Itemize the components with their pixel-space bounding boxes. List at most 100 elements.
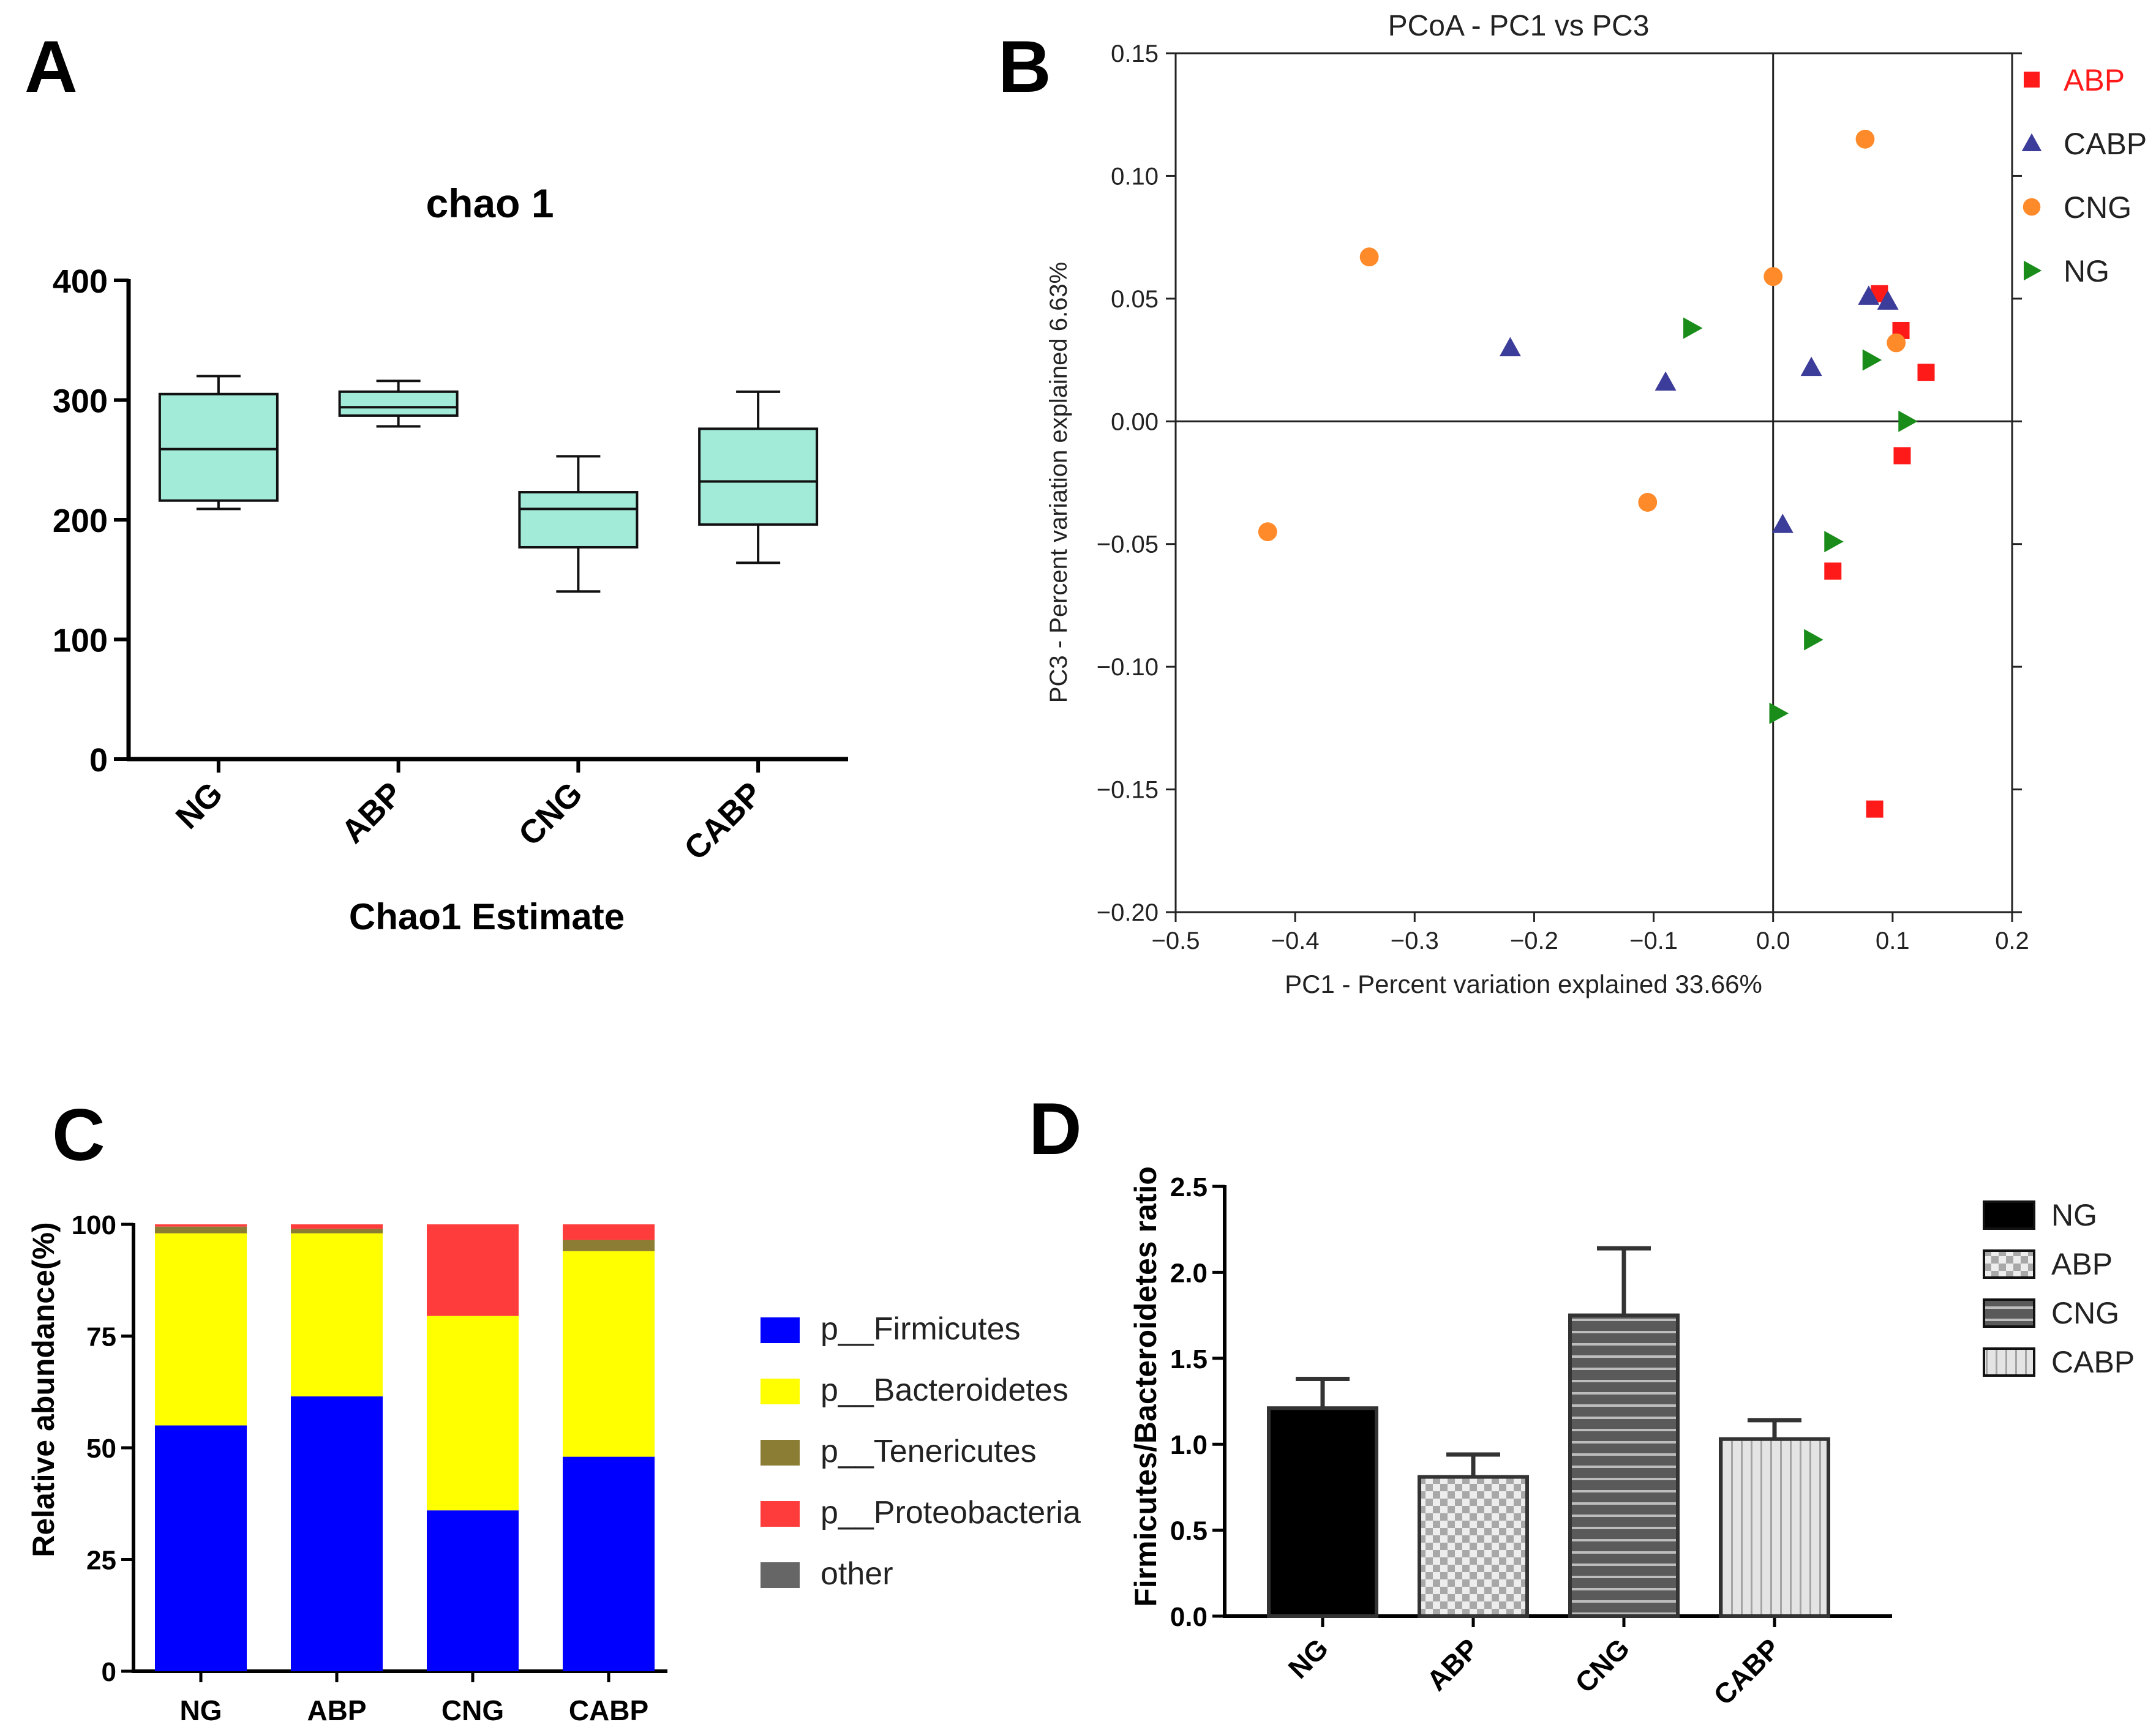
chart-b-legend-marker-ng	[2024, 260, 2042, 281]
chart-d-xtick-label: ABP	[1421, 1632, 1485, 1696]
chart-a-box-ng	[158, 392, 279, 502]
chart-b-point-cng	[1763, 267, 1783, 286]
chart-d-ytick-label: 1.5	[1170, 1344, 1208, 1374]
chart-c-bar-segment-abp	[291, 1224, 383, 1229]
chart-d-xtick-label: CABP	[1707, 1632, 1786, 1711]
chart-d-bar-cabp	[1719, 1437, 1830, 1618]
chart-b-ytick-label: −0.15	[1097, 777, 1159, 804]
chart-d-ytick-label: 2.0	[1170, 1258, 1208, 1288]
chart-c-legend-label: p__Proteobacteria	[821, 1495, 1081, 1530]
chart-b-point-ng	[1898, 410, 1918, 432]
chart-b-point-ng	[1862, 349, 1882, 371]
chart-b-xtick-label: −0.3	[1391, 927, 1439, 954]
chart-b-xtick-label: 0.1	[1876, 927, 1910, 954]
chart-c-xtick-label: CNG	[441, 1694, 504, 1726]
chart-d-ytick-label: 0.0	[1170, 1602, 1208, 1632]
chart-c-bar-segment-cng	[427, 1224, 519, 1316]
chart-c-legend-swatch	[761, 1317, 800, 1343]
chart-b-legend-marker-abp	[2024, 72, 2040, 88]
chart-d-bar-abp	[1418, 1475, 1529, 1618]
chart-a-xtick-label: ABP	[334, 775, 410, 850]
chart-b-point-ng	[1824, 531, 1844, 553]
chart-d-ytick-label: 2.5	[1170, 1172, 1208, 1202]
chart-a-xtick-label: CNG	[512, 775, 590, 853]
chart-b-point-cng	[1855, 129, 1875, 149]
chart-b-point-cng	[1258, 522, 1277, 542]
chart-a-box-cabp	[698, 427, 819, 526]
chart-b-point-cng	[1638, 493, 1658, 512]
chart-b-xtick-label: −0.4	[1271, 927, 1320, 954]
chart-c-bar-segment-ng	[155, 1224, 247, 1227]
chart-a-box-abp	[338, 390, 459, 417]
chart-b-legend-marker-cabp	[2021, 133, 2042, 151]
chart-d-legend-label: ABP	[2051, 1247, 2113, 1281]
chart-b-ytick-label: −0.20	[1097, 899, 1159, 926]
chart-d-ylabel: Firmicutes/Bacteroidetes ratio	[1129, 1166, 1163, 1607]
chart-c-bar-segment-ng	[155, 1233, 247, 1426]
chart-c-ytick-label: 25	[86, 1546, 116, 1576]
panel-label-b: B	[998, 26, 1051, 108]
chart-c-bar-segment-abp	[291, 1233, 383, 1397]
chart-c-ytick-label: 100	[72, 1210, 116, 1240]
chart-a-xtick-label: NG	[169, 775, 230, 836]
chart-c-legend-swatch	[761, 1379, 800, 1404]
chart-a-title: chao 1	[426, 181, 554, 226]
chart-d-ytick-label: 0.5	[1170, 1516, 1208, 1546]
chart-a-xlabel: Chao1 Estimate	[349, 896, 625, 937]
chart-c-legend-label: other	[821, 1556, 893, 1592]
chart-b-xtick-label: −0.5	[1152, 927, 1200, 954]
chart-c-xtick-label: NG	[180, 1694, 222, 1726]
chart-b-xtick-label: −0.2	[1510, 927, 1558, 954]
chart-a-ytick-label: 400	[53, 263, 108, 300]
chart-b-legend-label-abp: ABP	[2064, 63, 2125, 97]
panel-label-d: D	[1029, 1088, 1082, 1170]
chart-c-legend-label: p__Firmicutes	[821, 1311, 1021, 1347]
chart-b-legend-label-cng: CNG	[2064, 190, 2132, 225]
chart-b-ytick-label: 0.00	[1111, 408, 1159, 435]
chart-b-point-cng	[1887, 333, 1906, 353]
chart-d-bar-cng	[1568, 1313, 1680, 1619]
chart-a-ytick-label: 300	[53, 383, 108, 420]
chart-d-legend-swatch	[1983, 1298, 2035, 1328]
chart-b-point-cng	[1359, 247, 1379, 267]
chart-c-bar-segment-cng	[427, 1316, 519, 1511]
chart-c-ytick-label: 50	[86, 1434, 116, 1464]
chart-b-point-ng	[1769, 702, 1789, 724]
chart-b-point-cabp	[1499, 337, 1521, 357]
chart-b-plot-frame	[1174, 52, 2013, 913]
chart-c-legend-label: p__Bacteroidetes	[821, 1372, 1069, 1408]
chart-b-point-cabp	[1655, 371, 1677, 391]
chart-b-ytick-label: −0.05	[1097, 531, 1159, 558]
chart-b-ytick-label: 0.05	[1111, 286, 1159, 313]
chart-b-legend-label-cabp: CABP	[2064, 127, 2147, 161]
chart-d-xtick-label: NG	[1282, 1632, 1335, 1685]
chart-c-legend-swatch	[761, 1440, 800, 1466]
chart-d-legend-swatch	[1983, 1249, 2035, 1279]
chart-d-xtick-label: CNG	[1569, 1632, 1636, 1699]
chart-c-bar-segment-abp	[291, 1396, 383, 1671]
panel-label-a: A	[24, 26, 78, 108]
chart-b-point-cabp	[1877, 290, 1899, 310]
chart-d-legend-label: CNG	[2051, 1296, 2119, 1330]
chart-b-title: PCoA - PC1 vs PC3	[1388, 10, 1650, 42]
chart-c-xtick-label: ABP	[307, 1694, 366, 1726]
chart-c-xtick-label: CABP	[569, 1694, 648, 1726]
chart-b-ytick-label: 0.15	[1111, 40, 1159, 67]
chart-a-xtick-label: CABP	[677, 775, 770, 867]
chart-c-bar-segment-cabp	[563, 1224, 655, 1240]
chart-b-legend-marker-cng	[2023, 198, 2041, 216]
chart-b-legend-label-ng: NG	[2064, 254, 2109, 288]
chart-c-bar-segment-cabp	[563, 1456, 655, 1671]
panel-b-scatter: PCoA - PC1 vs PC3 PC1 - Percent variatio…	[1045, 10, 2147, 998]
chart-c-legend-label: p__Tenericutes	[821, 1434, 1037, 1469]
panel-label-c: C	[52, 1094, 105, 1176]
chart-a-ytick-label: 200	[53, 503, 108, 539]
chart-b-ytick-label: −0.10	[1097, 654, 1159, 681]
chart-b-xtick-label: 0.0	[1756, 927, 1790, 954]
chart-c-ytick-label: 75	[86, 1322, 116, 1352]
chart-b-point-abp	[1824, 562, 1842, 580]
chart-c-legend-swatch	[761, 1501, 800, 1527]
panel-d-bar: Firmicutes/Bacteroidetes ratio 0.0 0.5 1.0…	[1129, 1166, 2135, 1711]
chart-c-ytick-label: 0	[102, 1657, 116, 1687]
